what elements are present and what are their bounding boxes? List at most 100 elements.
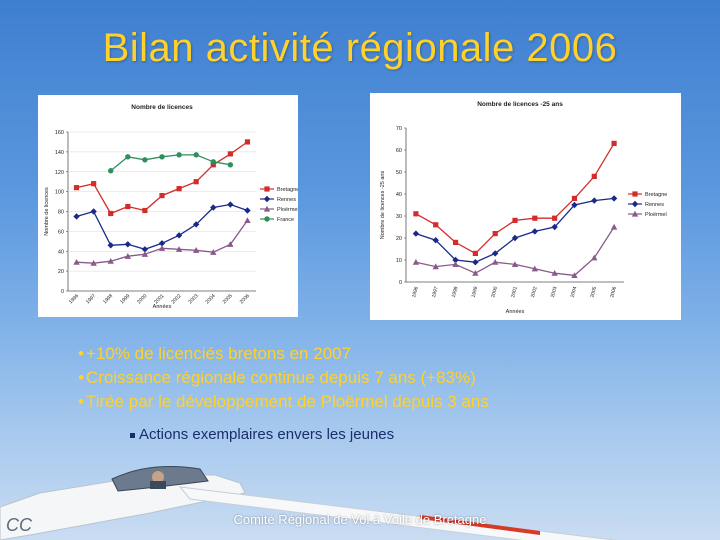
- x-tick-label: 1996: [68, 293, 80, 305]
- sub-bullet-text: Actions exemplaires envers les jeunes: [139, 426, 395, 443]
- bullet-item: • +10% de licenciés bretons en 2007: [78, 344, 352, 363]
- data-point: [531, 228, 539, 235]
- y-tick-label: 50: [396, 170, 402, 176]
- x-tick-label: 2005: [222, 293, 234, 305]
- data-point: [591, 197, 598, 204]
- legend-label: Bretagne: [277, 187, 298, 193]
- data-point: [551, 223, 558, 231]
- data-point: [210, 162, 216, 168]
- data-point: [193, 152, 199, 158]
- y-tick-label: 60: [58, 229, 64, 235]
- series-line: [110, 154, 231, 172]
- y-tick-label: 30: [396, 214, 402, 220]
- data-point: [432, 237, 439, 244]
- y-tick-label: 10: [396, 258, 402, 264]
- series-ploërmel: [73, 217, 251, 266]
- data-point: [91, 181, 97, 187]
- data-point: [472, 250, 478, 256]
- bullet-text: Tirée par le développement de Ploërmel d…: [85, 392, 489, 411]
- data-point: [244, 207, 251, 214]
- square-bullet-icon: [130, 432, 135, 438]
- legend-label: Rennes: [645, 202, 664, 208]
- data-point: [90, 208, 97, 215]
- legend-label: Bretagne: [645, 192, 667, 198]
- slide-title: Bilan activité régionale 2006: [102, 26, 618, 70]
- data-point: [492, 231, 498, 237]
- y-tick-label: 0: [61, 289, 64, 295]
- x-tick-label: 2000: [136, 293, 148, 305]
- x-tick-label: 2000: [490, 286, 499, 299]
- data-point: [142, 157, 148, 163]
- data-point: [141, 251, 149, 257]
- data-point: [264, 186, 270, 192]
- y-tick-label: 100: [55, 190, 64, 196]
- legend-label: Rennes: [277, 197, 296, 203]
- y-tick-label: 20: [58, 269, 64, 275]
- data-point: [125, 154, 131, 160]
- data-point: [158, 245, 166, 251]
- bullet-item: • Croissance régionale continue depuis 7 …: [78, 368, 476, 387]
- legend-label: France: [277, 217, 294, 223]
- data-point: [591, 254, 598, 261]
- series-france: [108, 152, 234, 174]
- y-tick-label: 0: [399, 280, 402, 286]
- x-tick-label: 2004: [205, 293, 217, 305]
- legend: Bretagne Rennes Ploërmel France: [260, 186, 298, 223]
- bullet-text: +10% de licenciés bretons en 2007: [85, 344, 352, 363]
- data-point: [227, 151, 233, 157]
- data-point: [531, 265, 539, 272]
- data-point: [176, 186, 182, 192]
- data-point: [159, 154, 165, 160]
- data-point: [264, 216, 270, 222]
- bullet-text: Croissance régionale continue depuis 7 a…: [85, 368, 476, 387]
- data-point: [125, 203, 131, 210]
- series-ploërmel: [412, 223, 618, 278]
- data-point: [491, 250, 499, 257]
- chart-panel-licences: Nombre de licences 0 20 40 60 80 100 120 140 160 1…: [38, 95, 298, 317]
- data-point: [552, 215, 558, 221]
- x-tick-label: 2002: [530, 286, 539, 299]
- x-tick-label: 1998: [102, 293, 114, 305]
- bullet-item: • Tirée par le développement de Ploërmel …: [78, 392, 489, 411]
- y-tick-label: 80: [58, 210, 64, 216]
- data-point: [192, 221, 200, 228]
- data-point: [610, 195, 618, 202]
- data-point: [591, 173, 597, 179]
- data-point: [512, 217, 518, 223]
- series-line: [415, 197, 615, 263]
- data-point: [452, 239, 459, 245]
- data-point: [452, 256, 459, 264]
- data-point: [175, 232, 183, 239]
- x-axis-label: Années: [153, 304, 172, 310]
- data-point: [511, 261, 519, 267]
- data-point: [124, 241, 132, 248]
- data-point: [175, 246, 183, 252]
- data-point: [263, 195, 271, 203]
- series-rennes: [73, 201, 251, 253]
- data-point: [73, 213, 80, 220]
- series-rennes: [412, 195, 618, 266]
- data-point: [610, 223, 618, 230]
- x-tick-label: 2005: [590, 286, 599, 299]
- series-bretagne: [413, 140, 617, 256]
- y-tick-label: 140: [55, 150, 64, 156]
- data-point: [192, 247, 200, 253]
- data-point: [433, 222, 439, 228]
- y-tick-label: 40: [58, 249, 64, 255]
- sub-bullet: Actions exemplaires envers les jeunes: [130, 426, 394, 443]
- x-tick-label: 2006: [239, 293, 251, 305]
- data-point: [432, 263, 439, 270]
- chart-title: Nombre de licences -25 ans: [477, 101, 563, 108]
- data-point: [227, 201, 234, 208]
- data-point: [73, 185, 80, 191]
- data-point: [108, 168, 114, 174]
- legend: Bretagne Rennes Ploërmel: [628, 191, 667, 218]
- data-point: [472, 259, 479, 266]
- x-tick-label: 1997: [431, 286, 440, 299]
- legend-label: Ploërmel: [277, 207, 298, 213]
- data-point: [210, 159, 216, 165]
- y-tick-label: 70: [396, 126, 402, 132]
- y-tick-label: 60: [396, 148, 402, 154]
- x-tick-label: 1999: [471, 286, 480, 299]
- data-point: [107, 257, 114, 264]
